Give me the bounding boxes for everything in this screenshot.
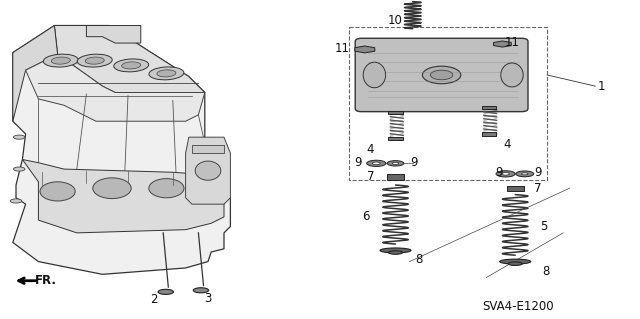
Polygon shape <box>26 54 205 121</box>
Ellipse shape <box>388 251 403 254</box>
Text: FR.: FR. <box>35 274 57 286</box>
Ellipse shape <box>380 248 411 253</box>
Polygon shape <box>13 26 58 121</box>
Text: 7: 7 <box>367 170 375 183</box>
Bar <box>388 137 403 140</box>
Ellipse shape <box>508 262 522 265</box>
Ellipse shape <box>387 161 404 166</box>
Text: 10: 10 <box>387 14 403 26</box>
Text: 1: 1 <box>598 80 605 93</box>
Bar <box>387 174 404 180</box>
Ellipse shape <box>522 173 528 175</box>
Ellipse shape <box>122 62 141 69</box>
Bar <box>482 106 496 109</box>
Polygon shape <box>86 26 141 43</box>
Ellipse shape <box>367 160 386 167</box>
Ellipse shape <box>501 63 524 87</box>
Text: 8: 8 <box>415 254 423 266</box>
Ellipse shape <box>157 70 176 77</box>
Text: SVA4-E1200: SVA4-E1200 <box>483 300 554 313</box>
Ellipse shape <box>430 70 453 80</box>
Bar <box>507 186 524 191</box>
Ellipse shape <box>93 178 131 198</box>
Text: 11: 11 <box>504 36 520 49</box>
FancyBboxPatch shape <box>355 38 528 112</box>
Ellipse shape <box>500 259 531 264</box>
Ellipse shape <box>502 173 509 175</box>
Polygon shape <box>355 46 375 53</box>
Ellipse shape <box>85 57 104 64</box>
Ellipse shape <box>195 161 221 180</box>
Ellipse shape <box>372 162 380 165</box>
Text: 8: 8 <box>542 265 550 278</box>
Ellipse shape <box>114 59 148 72</box>
Text: 6: 6 <box>362 211 370 223</box>
Ellipse shape <box>364 62 385 88</box>
Polygon shape <box>54 26 205 93</box>
Ellipse shape <box>13 135 25 139</box>
Text: 4: 4 <box>366 143 374 156</box>
Polygon shape <box>22 160 224 233</box>
Text: 11: 11 <box>335 42 350 55</box>
Ellipse shape <box>77 54 112 67</box>
Bar <box>388 111 403 114</box>
Ellipse shape <box>13 167 25 171</box>
Polygon shape <box>13 26 230 274</box>
Ellipse shape <box>392 162 399 164</box>
Ellipse shape <box>10 199 22 203</box>
Text: 9: 9 <box>355 156 362 169</box>
Ellipse shape <box>158 289 173 294</box>
Text: 9: 9 <box>410 156 418 169</box>
Polygon shape <box>493 41 511 47</box>
Text: 2: 2 <box>150 293 157 306</box>
Text: 5: 5 <box>540 220 548 233</box>
Ellipse shape <box>51 57 70 64</box>
Bar <box>192 145 224 153</box>
Bar <box>349 27 547 180</box>
Ellipse shape <box>44 54 78 67</box>
Text: 3: 3 <box>204 292 212 305</box>
Ellipse shape <box>149 67 184 80</box>
Text: 9: 9 <box>534 166 541 179</box>
Bar <box>482 132 496 136</box>
Ellipse shape <box>40 182 76 201</box>
Text: 7: 7 <box>534 182 541 195</box>
Ellipse shape <box>149 179 184 198</box>
Text: 9: 9 <box>495 166 503 179</box>
Text: 4: 4 <box>503 138 511 151</box>
Ellipse shape <box>496 171 515 177</box>
Polygon shape <box>186 137 230 204</box>
Ellipse shape <box>193 288 209 293</box>
Ellipse shape <box>516 171 534 177</box>
Ellipse shape <box>422 66 461 84</box>
